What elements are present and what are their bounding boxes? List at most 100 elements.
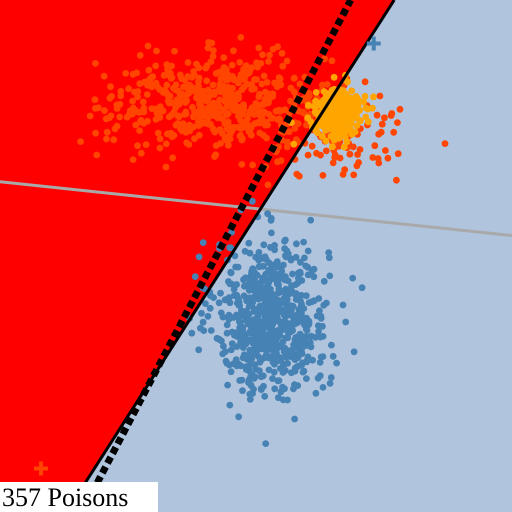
blue-point xyxy=(320,301,328,309)
orange-point xyxy=(196,87,203,94)
poison-point xyxy=(353,122,361,129)
blue-point xyxy=(267,214,275,222)
orange-point xyxy=(144,42,152,50)
blue-point xyxy=(246,249,254,257)
poison-point xyxy=(340,143,348,151)
orange-point xyxy=(255,44,263,52)
blue-point xyxy=(298,340,306,348)
orange-point xyxy=(163,81,171,89)
orange-point xyxy=(255,93,263,101)
orange-point xyxy=(240,83,248,91)
blue-point xyxy=(191,273,199,280)
blue-point xyxy=(270,309,277,317)
orange-point xyxy=(304,151,312,159)
orange-point xyxy=(231,100,239,108)
orange-point xyxy=(387,112,395,119)
blue-point xyxy=(238,307,245,314)
orange-point xyxy=(125,85,132,93)
poison-point xyxy=(343,138,351,146)
orange-point xyxy=(329,159,337,167)
blue-point xyxy=(260,262,267,270)
blue-point xyxy=(282,236,289,244)
blue-point xyxy=(287,256,295,264)
orange-point xyxy=(239,135,246,143)
blue-point xyxy=(249,265,257,273)
blue-point xyxy=(245,280,253,288)
blue-point xyxy=(258,302,265,310)
orange-point xyxy=(142,141,150,149)
orange-point xyxy=(238,161,246,168)
blue-point xyxy=(328,341,335,349)
blue-point xyxy=(317,353,325,361)
blue-point xyxy=(278,288,286,296)
blue-point xyxy=(262,440,270,447)
poison-point xyxy=(360,98,367,106)
blue-point xyxy=(235,301,243,309)
blue-point xyxy=(195,253,203,261)
blue-point xyxy=(349,274,357,282)
orange-point xyxy=(209,52,217,60)
blue-point xyxy=(295,313,303,321)
blue-point xyxy=(263,347,270,355)
blue-point xyxy=(302,321,310,328)
orange-point xyxy=(197,120,205,128)
blue-point xyxy=(237,322,245,329)
orange-point xyxy=(170,132,178,139)
orange-point xyxy=(248,81,256,88)
blue-point xyxy=(284,250,292,258)
orange-point xyxy=(235,92,243,100)
orange-point xyxy=(162,140,170,148)
blue-point xyxy=(281,245,289,253)
blue-point xyxy=(310,273,318,281)
blue-point xyxy=(257,356,265,364)
blue-point xyxy=(232,360,240,368)
orange-point xyxy=(236,59,244,66)
blue-point xyxy=(273,303,281,311)
reference-line xyxy=(0,180,512,238)
orange-point xyxy=(117,87,125,95)
orange-point xyxy=(131,88,138,96)
blue-point xyxy=(264,318,272,326)
orange-point xyxy=(219,130,226,137)
blue-point xyxy=(271,385,279,393)
orange-point xyxy=(350,171,358,179)
class-markers xyxy=(33,36,381,476)
blue-point xyxy=(245,303,253,310)
orange-point xyxy=(265,58,272,65)
blue-point xyxy=(227,346,235,354)
blue-point xyxy=(199,239,207,247)
blue-point xyxy=(198,309,205,317)
orange-point xyxy=(246,68,254,75)
blue-point xyxy=(243,355,251,363)
orange-point xyxy=(103,128,111,136)
poison-point xyxy=(348,87,356,95)
orange-point xyxy=(219,108,226,115)
blue-point xyxy=(261,392,269,400)
blue-point xyxy=(246,390,254,398)
orange-point xyxy=(229,73,237,80)
orange-point xyxy=(170,108,178,116)
orange-point xyxy=(188,74,196,81)
blue-point xyxy=(257,278,265,286)
poison-point xyxy=(304,101,312,109)
blue-point xyxy=(317,315,325,322)
blue-point xyxy=(252,315,260,323)
blue-point xyxy=(280,360,288,368)
orange-point xyxy=(269,90,277,98)
orange-point xyxy=(195,74,203,82)
orange-point xyxy=(371,142,379,150)
blue-point xyxy=(245,286,253,294)
blue-point xyxy=(316,359,324,366)
orange-point xyxy=(184,59,192,66)
orange-point xyxy=(169,154,177,162)
blue-point xyxy=(304,247,312,255)
blue-point xyxy=(239,387,246,395)
blue-point xyxy=(325,254,333,262)
blue-point xyxy=(276,354,284,361)
blue-point xyxy=(307,332,315,340)
poison-point xyxy=(356,117,364,125)
orange-point xyxy=(361,78,369,86)
orange-point xyxy=(247,131,255,139)
orange-point xyxy=(322,147,330,155)
orange-plus-marker xyxy=(33,461,48,476)
